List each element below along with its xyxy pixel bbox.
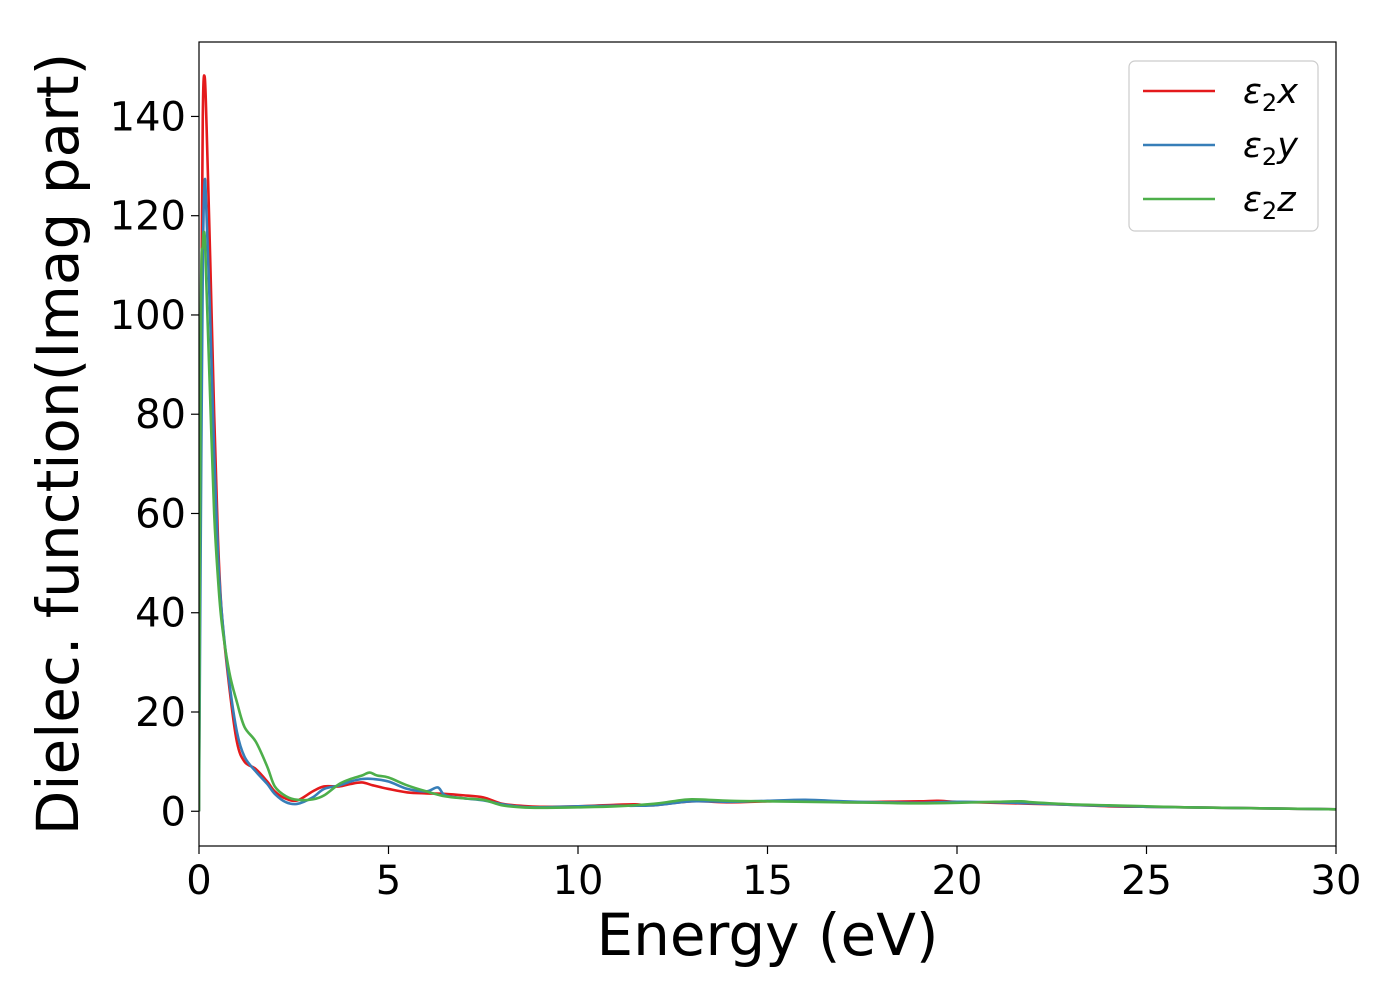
x-tick-label: 0 [186, 858, 211, 904]
x-tick-label: 20 [932, 858, 983, 904]
y-tick-label: 120 [110, 194, 186, 240]
legend-entry-x: ε2x [1243, 72, 1298, 117]
series-layer [199, 74, 1336, 812]
y-axis-label: Dielec. function(Imag part) [24, 53, 92, 836]
x-axis: 0 5 10 15 20 25 30 [186, 846, 1361, 904]
legend-entry-z: ε2z [1243, 180, 1296, 225]
series-line-z [199, 230, 1336, 812]
y-tick-label: 40 [135, 591, 186, 637]
x-tick-label: 15 [742, 858, 793, 904]
y-tick-label: 0 [161, 789, 186, 835]
y-tick-label: 60 [135, 491, 186, 537]
y-axis: 0 20 40 60 80 100 120 140 [110, 94, 199, 835]
series-line-y [199, 177, 1336, 812]
legend: ε2x ε2y ε2z [1128, 60, 1319, 232]
x-axis-label: Energy (eV) [596, 901, 938, 969]
legend-entry-y: ε2y [1243, 126, 1299, 171]
y-tick-label: 140 [110, 94, 186, 140]
x-tick-label: 10 [553, 858, 604, 904]
y-tick-label: 100 [110, 293, 186, 339]
y-tick-label: 80 [135, 392, 186, 438]
legend-box [1128, 60, 1319, 232]
x-tick-label: 5 [376, 858, 401, 904]
y-tick-label: 20 [135, 690, 186, 736]
x-tick-label: 30 [1311, 858, 1362, 904]
x-tick-label: 25 [1121, 858, 1172, 904]
